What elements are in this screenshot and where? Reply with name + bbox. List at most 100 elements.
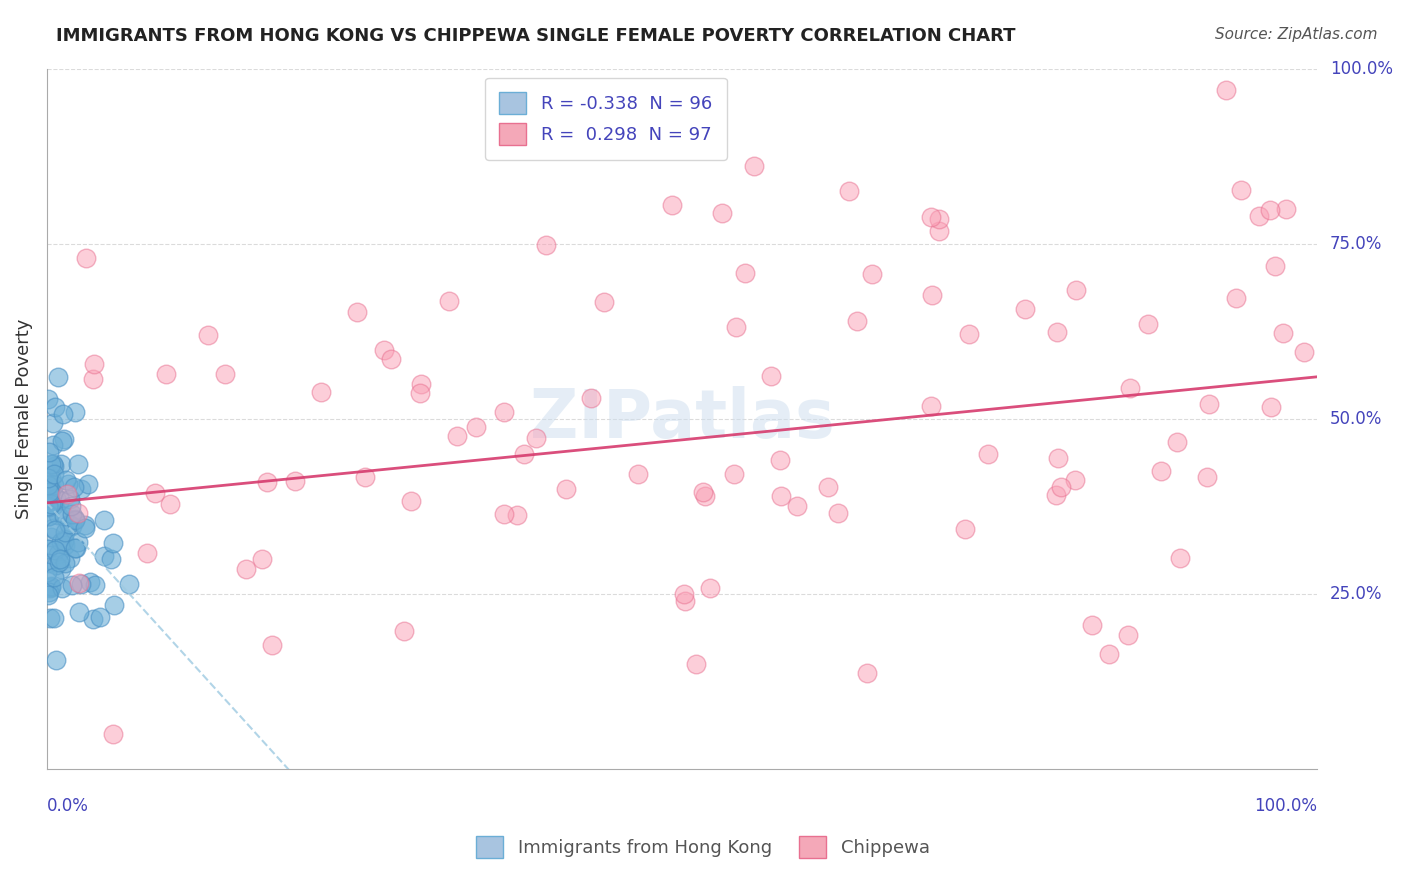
Point (42, 459, 65, 474)
Point (143, 486, 166, 500)
Text: 50.0%: 50.0% (1330, 409, 1382, 428)
Point (46, 547, 69, 561)
Point (44, 477, 66, 491)
Point (84, 577, 107, 591)
Point (35, 566, 58, 580)
Point (1260, 400, 1282, 414)
Point (70, 482, 93, 496)
Point (53, 524, 76, 539)
Point (627, 467, 650, 482)
Point (492, 405, 515, 419)
Point (1275, 202, 1298, 216)
Point (42, 521, 65, 535)
Point (46, 370, 69, 384)
Point (1081, 618, 1104, 632)
Point (42, 498, 65, 512)
Point (55, 486, 77, 500)
Point (957, 326, 980, 341)
Point (920, 399, 942, 413)
Point (39, 457, 62, 471)
Point (42, 486, 65, 500)
Y-axis label: Single Female Poverty: Single Female Poverty (15, 318, 32, 519)
Point (53, 509, 76, 524)
Point (862, 268, 884, 282)
Point (695, 489, 717, 503)
Point (69, 577, 91, 591)
Point (439, 294, 461, 309)
Point (39, 611, 62, 625)
Point (446, 429, 468, 443)
Point (49, 534, 72, 549)
Point (346, 305, 368, 319)
Point (44, 523, 66, 537)
Point (1116, 628, 1139, 642)
Point (673, 594, 696, 608)
Point (742, 160, 765, 174)
Point (75, 518, 97, 533)
Point (66, 506, 89, 520)
Point (953, 522, 976, 536)
Point (1271, 326, 1294, 340)
Point (38, 581, 60, 595)
Point (39, 530, 62, 544)
Point (235, 562, 257, 576)
Point (44, 400, 66, 414)
Point (77, 476, 100, 491)
Point (41, 438, 63, 452)
Point (65, 404, 87, 418)
Point (51, 434, 73, 448)
Point (49, 552, 72, 566)
Point (1198, 397, 1220, 411)
Point (56, 476, 79, 491)
Point (59, 492, 82, 507)
Point (1195, 470, 1218, 484)
Point (928, 224, 950, 238)
Point (855, 666, 877, 681)
Point (494, 507, 516, 521)
Text: 75.0%: 75.0% (1330, 235, 1382, 252)
Point (159, 497, 181, 511)
Point (42, 611, 65, 625)
Point (67, 534, 90, 549)
Point (63, 512, 86, 526)
Point (37, 471, 59, 485)
Point (593, 295, 616, 310)
Point (1046, 325, 1069, 339)
Point (685, 657, 707, 671)
Point (37, 392, 59, 406)
Point (45, 652, 67, 666)
Point (725, 319, 748, 334)
Point (49, 562, 72, 576)
Point (79, 574, 101, 589)
Point (60, 518, 83, 533)
Point (1168, 550, 1191, 565)
Point (817, 480, 839, 494)
Point (838, 184, 860, 198)
Point (827, 506, 849, 520)
Point (45, 558, 67, 572)
Point (53, 533, 76, 548)
Point (63, 541, 86, 555)
Point (977, 447, 1000, 461)
Point (66, 457, 89, 471)
Point (250, 552, 273, 566)
Point (921, 288, 943, 302)
Point (1294, 344, 1316, 359)
Point (118, 576, 141, 591)
Point (93, 549, 115, 563)
Point (44, 543, 66, 558)
Point (53, 532, 76, 546)
Point (506, 508, 529, 522)
Point (38, 509, 60, 524)
Point (39, 580, 62, 594)
Point (37, 509, 59, 524)
Point (920, 210, 942, 224)
Point (1064, 283, 1087, 297)
Point (380, 351, 402, 366)
Point (38, 485, 60, 500)
Point (37, 541, 59, 556)
Point (309, 384, 332, 399)
Point (1247, 209, 1270, 223)
Text: 100.0%: 100.0% (1330, 60, 1393, 78)
Point (770, 489, 793, 503)
